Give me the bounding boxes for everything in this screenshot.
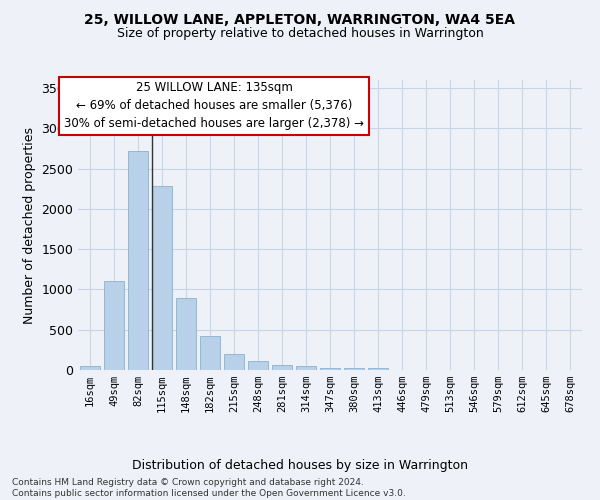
Bar (128, 151, 148, 370)
Bar (80, 366, 100, 370)
Bar (296, 366, 316, 370)
Text: 25 WILLOW LANE: 135sqm
← 69% of detached houses are smaller (5,376)
30% of semi-: 25 WILLOW LANE: 135sqm ← 69% of detached… (64, 82, 364, 130)
Bar (320, 368, 340, 370)
Bar (176, 298, 196, 370)
Bar (104, 282, 124, 370)
Bar (152, 186, 172, 370)
Text: Contains HM Land Registry data © Crown copyright and database right 2024.
Contai: Contains HM Land Registry data © Crown c… (12, 478, 406, 498)
Text: 25, WILLOW LANE, APPLETON, WARRINGTON, WA4 5EA: 25, WILLOW LANE, APPLETON, WARRINGTON, W… (85, 12, 515, 26)
Bar (272, 365, 292, 370)
Text: Distribution of detached houses by size in Warrington: Distribution of detached houses by size … (132, 460, 468, 472)
Bar (248, 361, 268, 370)
Bar (368, 368, 388, 370)
Bar (200, 336, 220, 370)
Y-axis label: Number of detached properties: Number of detached properties (23, 126, 36, 324)
Text: Size of property relative to detached houses in Warrington: Size of property relative to detached ho… (116, 28, 484, 40)
Bar (224, 354, 244, 370)
Bar (344, 368, 364, 370)
